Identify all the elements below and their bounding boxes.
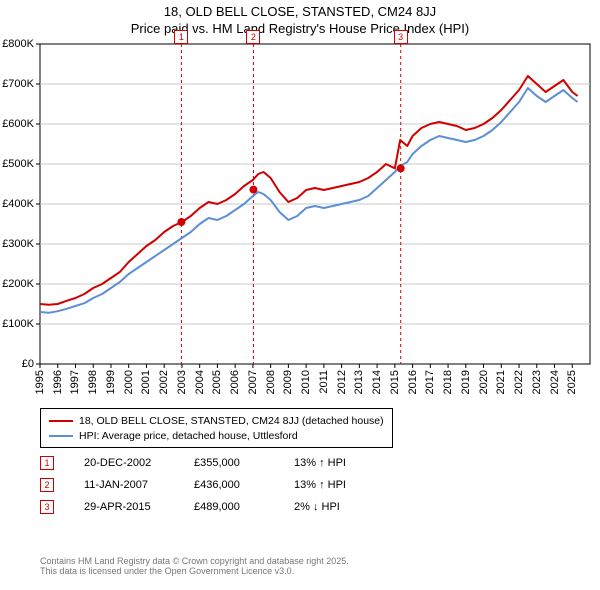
x-tick-label: 2018 [442, 370, 454, 394]
legend-swatch [49, 420, 73, 422]
x-tick-label: 2004 [194, 370, 206, 394]
x-tick-label: 2002 [158, 370, 170, 394]
x-tick-label: 2012 [336, 370, 348, 394]
x-tick-label: 1997 [69, 370, 81, 394]
credit-text: Contains HM Land Registry data © Crown c… [40, 556, 349, 576]
x-tick-label: 2014 [371, 370, 383, 394]
x-tick-label: 2019 [460, 370, 472, 394]
x-tick-label: 2003 [176, 370, 188, 394]
y-tick-label: £100K [0, 318, 34, 330]
x-tick-label: 2007 [247, 370, 259, 394]
event-date: 29-APR-2015 [84, 501, 194, 513]
x-tick-label: 2010 [300, 370, 312, 394]
x-tick-label: 2013 [353, 370, 365, 394]
event-price: £355,000 [194, 457, 294, 469]
x-tick-label: 2006 [229, 370, 241, 394]
x-tick-label: 2025 [566, 370, 578, 394]
x-tick-label: 2020 [478, 370, 490, 394]
x-tick-label: 2022 [513, 370, 525, 394]
x-tick-label: 2015 [389, 370, 401, 394]
marker-flag: 2 [246, 30, 260, 44]
line-chart [0, 0, 600, 374]
event-change: 2% ↓ HPI [294, 501, 394, 513]
x-tick-label: 2024 [549, 370, 561, 394]
y-tick-label: £0 [0, 358, 34, 370]
y-tick-label: £200K [0, 278, 34, 290]
x-tick-label: 2005 [211, 370, 223, 394]
x-tick-label: 2001 [140, 370, 152, 394]
event-date: 20-DEC-2002 [84, 457, 194, 469]
x-tick-label: 2009 [282, 370, 294, 394]
y-tick-label: £300K [0, 238, 34, 250]
x-tick-label: 1995 [34, 370, 46, 394]
y-tick-label: £400K [0, 198, 34, 210]
credit-line: This data is licensed under the Open Gov… [40, 566, 349, 576]
x-tick-label: 1998 [87, 370, 99, 394]
legend: 18, OLD BELL CLOSE, STANSTED, CM24 8JJ (… [40, 408, 393, 448]
legend-label: 18, OLD BELL CLOSE, STANSTED, CM24 8JJ (… [79, 415, 384, 427]
event-row: 1 20-DEC-2002£355,00013% ↑ HPI [40, 452, 394, 474]
legend-item: HPI: Average price, detached house, Uttl… [49, 428, 384, 443]
x-tick-label: 2023 [531, 370, 543, 394]
x-tick-label: 1999 [105, 370, 117, 394]
x-tick-label: 2016 [407, 370, 419, 394]
y-tick-label: £500K [0, 158, 34, 170]
y-tick-label: £800K [0, 38, 34, 50]
x-tick-label: 2011 [318, 370, 330, 394]
event-date: 11-JAN-2007 [84, 479, 194, 491]
y-tick-label: £600K [0, 118, 34, 130]
legend-swatch [49, 435, 73, 437]
event-change: 13% ↑ HPI [294, 479, 394, 491]
event-marker: 2 [40, 478, 54, 492]
x-tick-label: 2008 [265, 370, 277, 394]
x-tick-label: 2017 [424, 370, 436, 394]
events-table: 1 20-DEC-2002£355,00013% ↑ HPI 2 11-JAN-200… [40, 452, 394, 518]
event-price: £489,000 [194, 501, 294, 513]
y-tick-label: £700K [0, 78, 34, 90]
marker-flag: 3 [394, 30, 408, 44]
legend-item: 18, OLD BELL CLOSE, STANSTED, CM24 8JJ (… [49, 413, 384, 428]
x-tick-label: 2021 [495, 370, 507, 394]
event-marker: 1 [40, 456, 54, 470]
credit-line: Contains HM Land Registry data © Crown c… [40, 556, 349, 566]
marker-flag: 1 [174, 30, 188, 44]
legend-label: HPI: Average price, detached house, Uttl… [79, 430, 298, 442]
x-tick-label: 2000 [123, 370, 135, 394]
event-price: £436,000 [194, 479, 294, 491]
x-tick-label: 1996 [52, 370, 64, 394]
event-row: 3 29-APR-2015£489,0002% ↓ HPI [40, 496, 394, 518]
event-marker: 3 [40, 500, 54, 514]
event-row: 2 11-JAN-2007£436,00013% ↑ HPI [40, 474, 394, 496]
event-change: 13% ↑ HPI [294, 457, 394, 469]
